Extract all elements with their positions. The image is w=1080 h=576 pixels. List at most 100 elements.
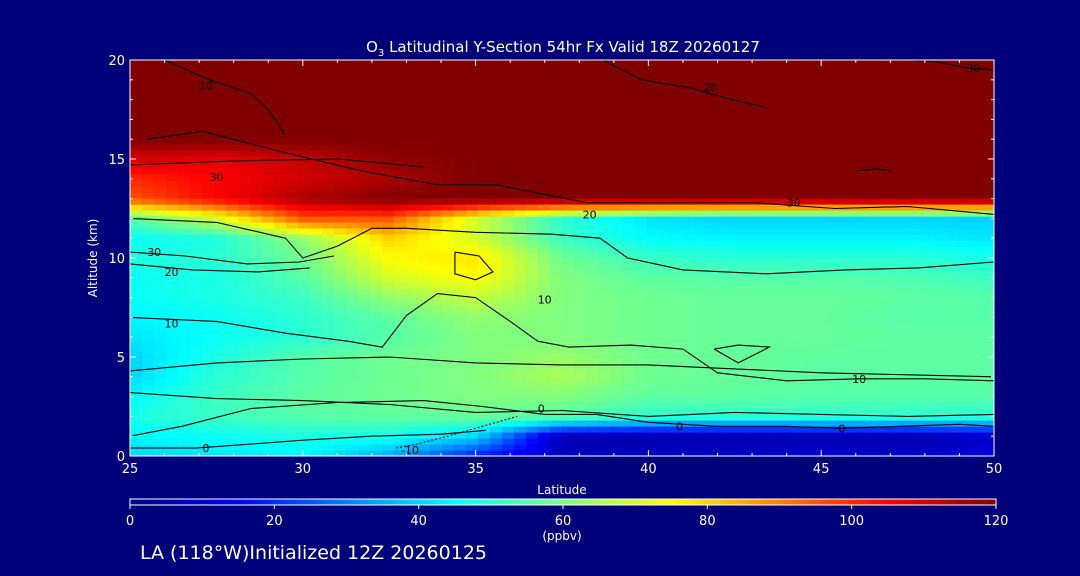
heatmap-cell [862, 180, 875, 187]
heatmap-cell [490, 318, 503, 325]
heatmap-cell [202, 126, 215, 133]
heatmap-cell [334, 114, 347, 121]
heatmap-cell [742, 300, 755, 307]
heatmap-cell [706, 186, 719, 193]
heatmap-cell [250, 402, 263, 409]
heatmap-cell [490, 96, 503, 103]
heatmap-cell [658, 264, 671, 271]
heatmap-cell [310, 384, 323, 391]
heatmap-cell [922, 426, 935, 433]
heatmap-cell [238, 120, 251, 127]
heatmap-cell [946, 66, 959, 73]
heatmap-cell [178, 78, 191, 85]
heatmap-cell [730, 150, 743, 157]
heatmap-cell [586, 390, 599, 397]
heatmap-cell [298, 270, 311, 277]
heatmap-cell [442, 78, 455, 85]
heatmap-cell [682, 366, 695, 373]
heatmap-cell [334, 240, 347, 247]
heatmap-cell [334, 228, 347, 235]
heatmap-cell [826, 342, 839, 349]
heatmap-cell [934, 222, 947, 229]
heatmap-cell [874, 354, 887, 361]
heatmap-cell [946, 414, 959, 421]
heatmap-cell [466, 420, 479, 427]
heatmap-cell [970, 378, 983, 385]
heatmap-cell [502, 336, 515, 343]
heatmap-cell [850, 84, 863, 91]
heatmap-cell [814, 222, 827, 229]
heatmap-cell [226, 66, 239, 73]
heatmap-cell [562, 432, 575, 439]
heatmap-cell [334, 348, 347, 355]
heatmap-cell [826, 180, 839, 187]
heatmap-cell [298, 318, 311, 325]
heatmap-cell [886, 372, 899, 379]
heatmap-cell [454, 132, 467, 139]
heatmap-cell [706, 210, 719, 217]
heatmap-cell [790, 108, 803, 115]
heatmap-cell [802, 450, 815, 456]
heatmap-cell [574, 66, 587, 73]
heatmap-cell [502, 432, 515, 439]
heatmap-cell [778, 414, 791, 421]
heatmap-cell [970, 174, 983, 181]
heatmap-cell [502, 228, 515, 235]
heatmap-cell [958, 366, 971, 373]
heatmap-cell [214, 138, 227, 145]
heatmap-cell [766, 180, 779, 187]
heatmap-cell [298, 276, 311, 283]
heatmap-cell [382, 174, 395, 181]
heatmap-cell [646, 126, 659, 133]
heatmap-cell [802, 402, 815, 409]
heatmap-cell [190, 132, 203, 139]
heatmap-cell [946, 108, 959, 115]
heatmap-cell [658, 228, 671, 235]
heatmap-cell [598, 270, 611, 277]
heatmap-cell [394, 72, 407, 79]
heatmap-cell [142, 168, 155, 175]
heatmap-cell [526, 90, 539, 97]
heatmap-cell [562, 204, 575, 211]
heatmap-cell [274, 384, 287, 391]
heatmap-cell [286, 246, 299, 253]
heatmap-cell [850, 354, 863, 361]
heatmap-cell [574, 354, 587, 361]
heatmap-cell [466, 180, 479, 187]
heatmap-cell [862, 348, 875, 355]
heatmap-cell [466, 96, 479, 103]
heatmap-cell [766, 192, 779, 199]
heatmap-cell [706, 348, 719, 355]
heatmap-cell [598, 60, 611, 67]
heatmap-cell [226, 300, 239, 307]
heatmap-cell [454, 186, 467, 193]
heatmap-cell [550, 84, 563, 91]
heatmap-cell [322, 348, 335, 355]
heatmap-cell [466, 360, 479, 367]
heatmap-cell [610, 174, 623, 181]
heatmap-cell [610, 330, 623, 337]
heatmap-cell [322, 168, 335, 175]
heatmap-cell [862, 306, 875, 313]
heatmap-cell [550, 360, 563, 367]
heatmap-cell [346, 378, 359, 385]
heatmap-cell [418, 312, 431, 319]
heatmap-cell [646, 174, 659, 181]
heatmap-cell [178, 192, 191, 199]
heatmap-cell [898, 180, 911, 187]
heatmap-cell [706, 108, 719, 115]
heatmap-cell [130, 450, 143, 456]
heatmap-cell [886, 102, 899, 109]
heatmap-cell [502, 150, 515, 157]
heatmap-cell [850, 252, 863, 259]
heatmap-cell [910, 402, 923, 409]
heatmap-cell [442, 120, 455, 127]
heatmap-cell [514, 192, 527, 199]
heatmap-cell [910, 216, 923, 223]
heatmap-cell [442, 306, 455, 313]
heatmap-cell [574, 102, 587, 109]
heatmap-cell [322, 294, 335, 301]
heatmap-cell [910, 288, 923, 295]
heatmap-cell [634, 234, 647, 241]
heatmap-cell [754, 312, 767, 319]
